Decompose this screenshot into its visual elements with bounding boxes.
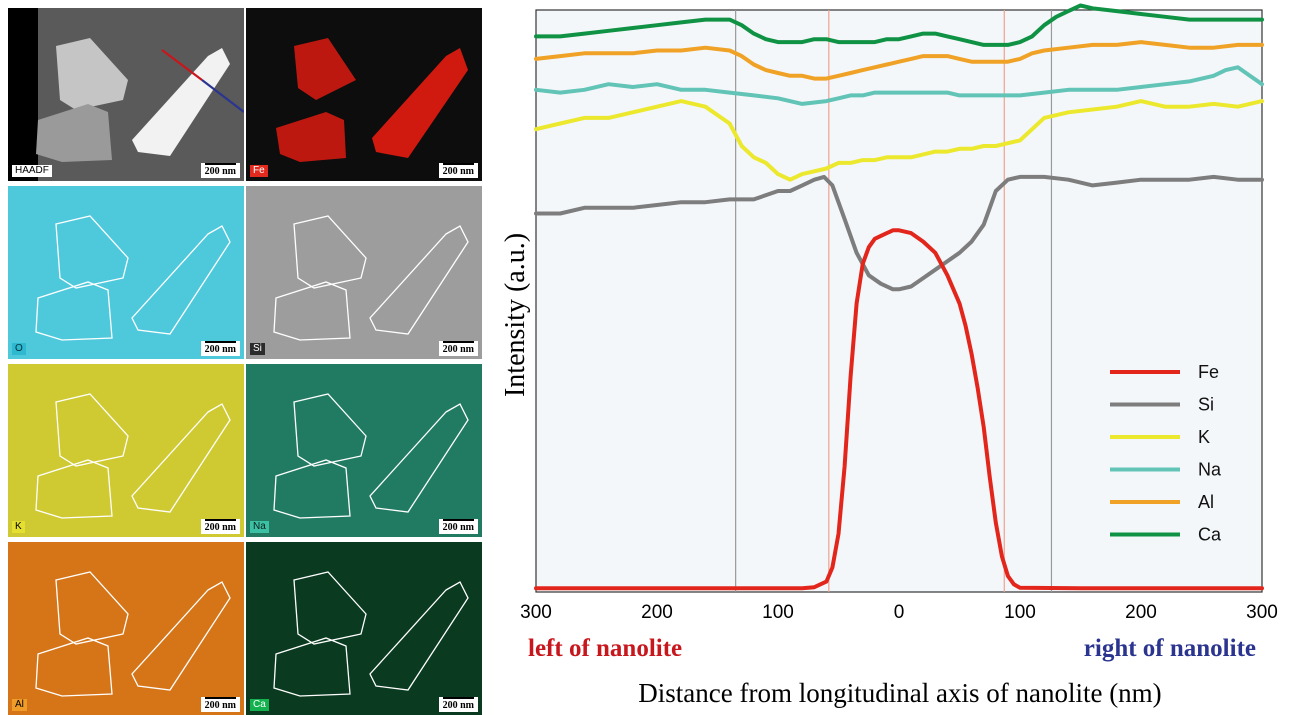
- x-tick-label: 100: [762, 602, 794, 623]
- map-label-fe: Fe: [250, 165, 268, 177]
- map-tile-haadf: HAADF 200 nm: [8, 8, 244, 181]
- series-line-al: [534, 40, 1264, 81]
- scale-bar: 200 nm: [438, 697, 478, 712]
- scale-bar: 200 nm: [438, 341, 478, 356]
- map-tile-k: K 200 nm: [8, 364, 244, 537]
- map-tile-al: Al 200 nm: [8, 542, 244, 715]
- series-line-k: [534, 99, 1264, 182]
- map-label-k: K: [12, 521, 25, 533]
- plot-area: [535, 9, 1263, 593]
- scale-bar: 200 nm: [200, 519, 240, 534]
- x-tick-label: 300: [520, 602, 552, 623]
- scale-bar: 200 nm: [200, 341, 240, 356]
- legend-label-fe: Fe: [1198, 362, 1219, 382]
- map-label-o: O: [12, 343, 26, 355]
- series-line-ca: [534, 3, 1264, 47]
- x-tick-labels: 300 200 100 0 100 200 300: [520, 602, 1278, 623]
- x-tick-label: 100: [1004, 602, 1036, 623]
- eds-map-panel: HAADF 200 nm Fe 200 nm O 200 nm Si 200 nm K 200 n…: [0, 0, 490, 715]
- x-tick-label: 300: [1246, 602, 1278, 623]
- series-line-na: [534, 65, 1264, 106]
- legend-label-na: Na: [1198, 460, 1222, 480]
- scale-bar: 200 nm: [438, 519, 478, 534]
- map-tile-na: Na 200 nm: [246, 364, 482, 537]
- map-label-al: Al: [12, 699, 27, 711]
- left-annotation: left of nanolite: [528, 635, 682, 662]
- x-tick-label: 200: [1125, 602, 1157, 623]
- map-label-na: Na: [250, 521, 269, 533]
- series-line-si: [534, 174, 1264, 292]
- x-axis-label: Distance from longitudinal axis of nanol…: [638, 678, 1161, 708]
- series-lines: [534, 3, 1264, 591]
- map-label-si: Si: [250, 343, 265, 355]
- guide-lines: [735, 10, 1053, 592]
- legend-label-ca: Ca: [1198, 525, 1222, 545]
- right-annotation: right of nanolite: [1084, 635, 1256, 662]
- legend: Fe Si K Na Al Ca: [1110, 362, 1222, 545]
- line-profile-chart: 300 200 100 0 100 200 300 Intensity (a.u.) lef…: [500, 3, 1278, 708]
- y-axis-label: Intensity (a.u.): [500, 233, 531, 397]
- map-tile-o: O 200 nm: [8, 186, 244, 359]
- map-tile-si: Si 200 nm: [246, 186, 482, 359]
- map-label-haadf: HAADF: [12, 165, 52, 177]
- series-line-fe: [534, 228, 1264, 591]
- map-label-ca: Ca: [250, 699, 269, 711]
- map-tile-fe: Fe 200 nm: [246, 8, 482, 181]
- scale-bar: 200 nm: [200, 697, 240, 712]
- x-tick-label: 200: [641, 602, 673, 623]
- legend-label-al: Al: [1198, 492, 1214, 512]
- legend-label-k: K: [1198, 427, 1210, 447]
- x-tick-label: 0: [894, 602, 905, 623]
- scale-bar: 200 nm: [438, 163, 478, 178]
- scale-bar: 200 nm: [200, 163, 240, 178]
- map-tile-ca: Ca 200 nm: [246, 542, 482, 715]
- legend-label-si: Si: [1198, 395, 1214, 415]
